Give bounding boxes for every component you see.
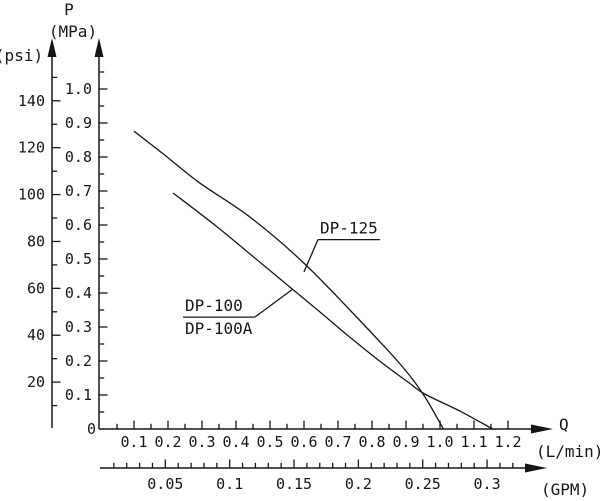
lmin-axis-arrow-icon xyxy=(531,424,553,434)
gpm-axis-arrow-icon xyxy=(525,463,547,473)
svg-text:0.9: 0.9 xyxy=(65,114,92,132)
svg-text:0.25: 0.25 xyxy=(405,475,441,493)
svg-text:1.2: 1.2 xyxy=(494,433,521,451)
svg-text:0.5: 0.5 xyxy=(65,250,92,268)
svg-text:(GPM): (GPM) xyxy=(541,480,589,499)
curve-dp-100-dp-100a xyxy=(172,192,494,430)
lmin-axis: 0.1 0.2 0.3 0.4 0.5 0.6 0.7 0.8 0.9 1.0 1.1 1.2 Q (L/… xyxy=(99,415,600,461)
svg-text:0.3: 0.3 xyxy=(65,318,92,336)
svg-text:140: 140 xyxy=(18,92,45,110)
svg-text:0.9: 0.9 xyxy=(392,433,419,451)
svg-text:120: 120 xyxy=(18,139,45,157)
svg-text:DP-100: DP-100 xyxy=(185,296,243,315)
svg-text:100: 100 xyxy=(18,186,45,204)
svg-text:0.3: 0.3 xyxy=(474,475,501,493)
svg-text:P: P xyxy=(64,0,74,19)
svg-text:0: 0 xyxy=(87,420,96,438)
svg-text:60: 60 xyxy=(27,279,45,297)
svg-text:0.05: 0.05 xyxy=(147,475,183,493)
svg-text:DP-100A: DP-100A xyxy=(185,319,253,338)
svg-text:20: 20 xyxy=(27,373,45,391)
svg-text:0.3: 0.3 xyxy=(188,433,215,451)
svg-text:1.0: 1.0 xyxy=(426,433,453,451)
svg-text:80: 80 xyxy=(27,232,45,250)
mpa-axis-arrow-icon xyxy=(94,38,104,57)
svg-text:DP-125: DP-125 xyxy=(320,219,378,238)
svg-text:1.1: 1.1 xyxy=(460,433,487,451)
svg-text:0.1: 0.1 xyxy=(65,386,92,404)
label-dp-100: DP-100 DP-100A xyxy=(182,289,293,338)
psi-axis-arrow-icon xyxy=(47,38,57,57)
svg-text:0.6: 0.6 xyxy=(65,216,92,234)
svg-text:0.7: 0.7 xyxy=(324,433,351,451)
psi-axis: 20 40 60 80 100 120 140 (psi) xyxy=(0,38,61,428)
label-dp-125: DP-125 xyxy=(303,219,381,273)
gpm-axis: 0.05 0.1 0.15 0.2 0.25 0.3 (GPM) xyxy=(100,459,589,499)
svg-text:0.2: 0.2 xyxy=(154,433,181,451)
svg-text:0.1: 0.1 xyxy=(120,433,147,451)
svg-text:0.1: 0.1 xyxy=(216,475,243,493)
svg-text:0.15: 0.15 xyxy=(276,475,312,493)
svg-text:0.4: 0.4 xyxy=(65,284,92,302)
svg-text:40: 40 xyxy=(27,326,45,344)
curve-dp-125 xyxy=(133,130,444,430)
svg-text:0.8: 0.8 xyxy=(358,433,385,451)
svg-text:1.0: 1.0 xyxy=(65,80,92,98)
mpa-axis: 0.1 0.2 0.3 0.4 0.5 0.6 0.7 0.8 0.9 1.0 P (MPa) 0 xyxy=(49,0,108,438)
svg-text:0.2: 0.2 xyxy=(65,352,92,370)
svg-text:(psi): (psi) xyxy=(0,46,43,65)
series-curve xyxy=(133,130,444,430)
svg-text:0.8: 0.8 xyxy=(65,148,92,166)
svg-text:0.4: 0.4 xyxy=(222,433,249,451)
svg-text:0.7: 0.7 xyxy=(65,182,92,200)
series-curve xyxy=(172,192,494,430)
svg-text:0.5: 0.5 xyxy=(256,433,283,451)
svg-text:0.6: 0.6 xyxy=(290,433,317,451)
svg-text:Q: Q xyxy=(559,415,569,434)
svg-text:(L/min): (L/min) xyxy=(536,442,600,461)
svg-text:(MPa): (MPa) xyxy=(49,22,97,41)
svg-text:0.2: 0.2 xyxy=(345,475,372,493)
